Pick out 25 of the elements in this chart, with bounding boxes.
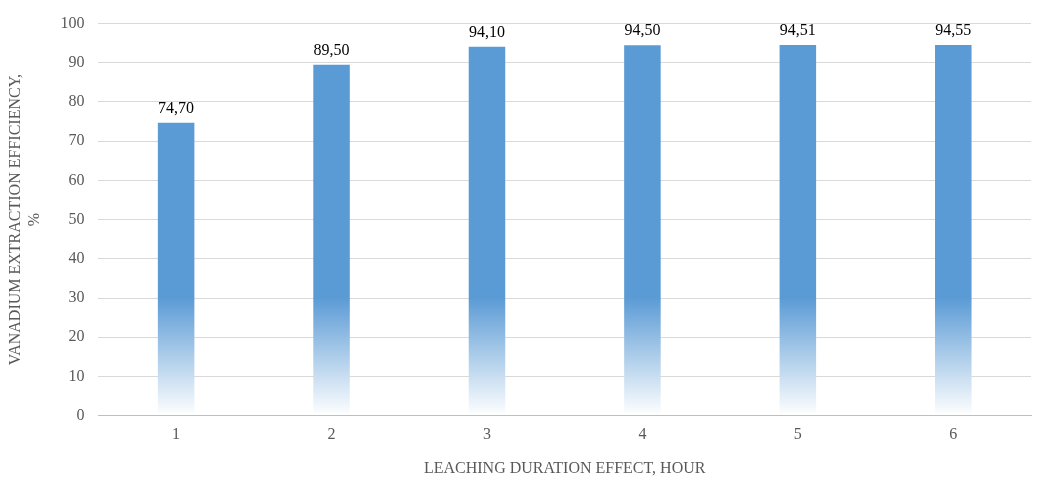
- data-label: 94,10: [468, 22, 505, 40]
- data-label: 94,51: [779, 21, 816, 39]
- x-tick-label: 4: [638, 425, 647, 443]
- y-tick-label: 60: [68, 170, 85, 188]
- y-tick-label: 40: [68, 249, 85, 266]
- x-tick-label: 1: [172, 425, 181, 443]
- x-tick-label: 5: [793, 425, 802, 443]
- y-axis-title: VANADIUM EXTRACTION EFFICIENCY, %: [5, 73, 42, 366]
- x-tick-label: 2: [327, 425, 336, 443]
- y-tick-label: 70: [68, 131, 85, 149]
- data-label: 74,70: [158, 98, 195, 116]
- y-tick-label: 0: [76, 405, 85, 423]
- y-tick-label: 10: [68, 366, 85, 384]
- data-label: 94,55: [935, 21, 972, 39]
- y-tick-label: 100: [60, 13, 85, 31]
- y-tick-label: 80: [68, 92, 85, 110]
- data-label: 94,50: [624, 21, 661, 39]
- x-tick-label: 6: [949, 425, 958, 443]
- y-tick-label: 30: [68, 288, 85, 306]
- y-tick-label: 20: [68, 327, 85, 345]
- x-axis-title: LEACHING DURATION EFFECT, HOUR: [423, 458, 706, 476]
- y-tick-label: 90: [68, 53, 85, 70]
- y-tick-label: 50: [68, 209, 85, 227]
- data-label: 89,50: [313, 40, 350, 58]
- x-tick-label: 3: [482, 425, 491, 443]
